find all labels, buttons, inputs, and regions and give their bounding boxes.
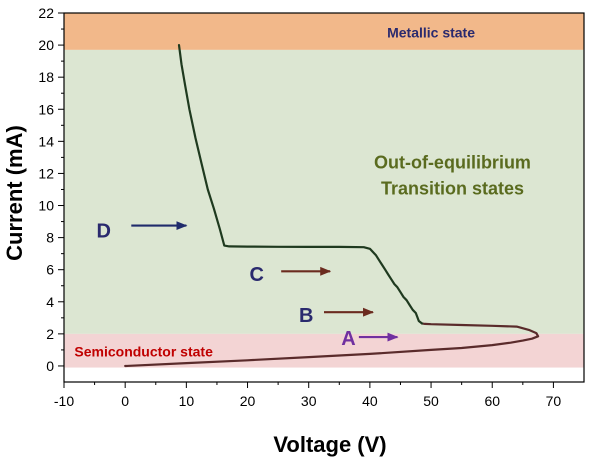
annotations: A B C D: [97, 221, 399, 350]
y-tick-label: 6: [46, 262, 54, 278]
region-label-transition: Out-of-equilibrium Transition states: [374, 153, 531, 199]
y-tick-label: 0: [46, 358, 54, 374]
y-tick-label: 10: [38, 198, 54, 214]
y-tick-label: 8: [46, 230, 54, 246]
y-tick-label: 22: [38, 5, 54, 21]
y-tick-label: 2: [46, 326, 54, 342]
point-label-c: C: [249, 264, 263, 286]
y-tick-label: 20: [38, 37, 54, 53]
point-label-d: D: [97, 221, 111, 243]
plot-frame: [63, 12, 585, 383]
x-tick-label: 10: [179, 393, 195, 409]
x-tick-label: 20: [240, 393, 256, 409]
plot-border: [63, 12, 585, 383]
y-tick-label: 14: [38, 133, 54, 149]
region-band-0: [64, 13, 584, 50]
region-label-semiconductor: Semiconductor state: [74, 344, 213, 360]
region-label-metallic: Metallic state: [387, 24, 475, 40]
y-tick-label: 18: [38, 69, 54, 85]
x-tick-label: 30: [301, 393, 317, 409]
x-tick-label: -10: [54, 393, 74, 409]
x-tick-label: 0: [121, 393, 129, 409]
y-tick-label: 4: [46, 294, 54, 310]
x-tick-label: 40: [362, 393, 378, 409]
x-axis: -10 0 10 20 30 40 50 60 70: [54, 382, 562, 409]
point-label-b: B: [299, 305, 313, 327]
x-tick-label: 60: [484, 393, 500, 409]
y-tick-label: 12: [38, 165, 54, 181]
region-labels: Metallic state Out-of-equilibrium Transiti…: [74, 24, 531, 359]
x-axis-title: Voltage (V): [273, 432, 386, 457]
y-axis: 0 2 4 6 8 10 12 14 16 18 20 22: [38, 5, 64, 374]
series-line-1: [177, 44, 423, 325]
region-bands: [64, 13, 584, 368]
series-group: [124, 44, 540, 368]
x-tick-label: 70: [546, 393, 562, 409]
y-tick-label: 16: [38, 101, 54, 117]
series-line-0: [124, 322, 540, 368]
region-band-1: [64, 49, 584, 334]
y-axis-title: Current (mA): [2, 125, 27, 261]
point-label-a: A: [341, 328, 355, 350]
region-band-2: [64, 333, 584, 368]
x-tick-label: 50: [423, 393, 439, 409]
